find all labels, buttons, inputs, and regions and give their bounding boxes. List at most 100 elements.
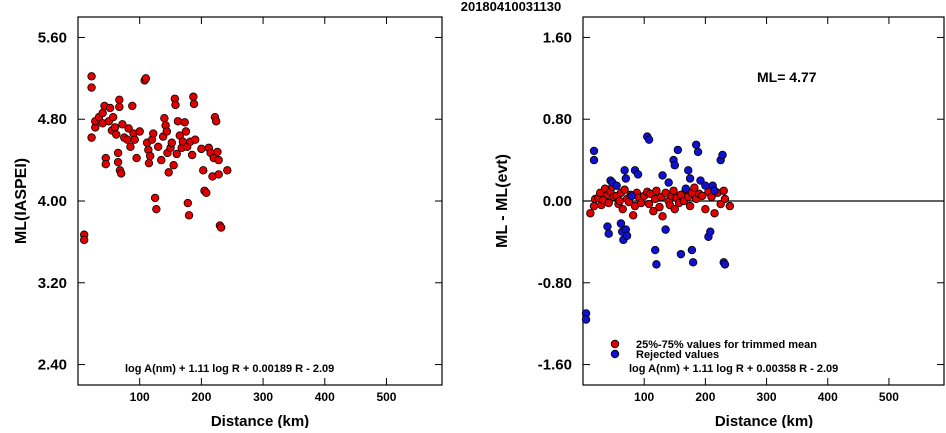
data-point — [105, 103, 115, 113]
right-ytick-label: -0.80 — [538, 275, 572, 292]
data-point — [113, 157, 123, 167]
left-ytick-labels: 2.40 3.20 4.00 4.80 5.60 — [38, 29, 67, 373]
trimmed-mean-point — [620, 185, 629, 194]
rejected-point — [706, 227, 715, 236]
data-point — [154, 142, 163, 152]
legend-rejected-label: Rejected values — [636, 349, 719, 361]
data-point — [169, 161, 178, 170]
data-point — [214, 155, 223, 165]
left-ylabel: ML(IASPEI) — [13, 158, 30, 244]
rejected-point — [688, 258, 698, 267]
right-chart: -1.60 -0.80 0.00 0.80 1.60 100 200 300 400 500 M… — [494, 16, 945, 430]
ml-annotation: ML= 4.77 — [757, 69, 817, 85]
data-point — [157, 155, 166, 165]
left-xtick-label: 200 — [191, 390, 211, 404]
data-point — [108, 112, 118, 122]
right-xtick-label: 500 — [879, 390, 899, 404]
trimmed-mean-point — [719, 186, 728, 195]
data-point — [213, 147, 222, 157]
trimmed-mean-point — [669, 186, 678, 195]
data-point — [130, 135, 139, 144]
rejected-point — [684, 166, 693, 175]
data-point — [126, 142, 135, 152]
left-xtick-labels: 100 200 300 400 500 — [130, 390, 397, 404]
left-chart: 2.40 3.20 4.00 4.80 5.60 100 200 300 400 500 ML(… — [13, 16, 443, 430]
trimmed-mean-point — [615, 196, 624, 206]
data-point — [202, 188, 211, 198]
data-point — [144, 158, 154, 168]
data-point — [115, 102, 124, 112]
rejected-point — [627, 191, 637, 201]
data-point — [167, 138, 176, 147]
rejected-point — [685, 174, 695, 183]
rejected-point — [718, 150, 727, 160]
data-point — [132, 153, 141, 163]
figure-title: 20180410031130 — [461, 0, 562, 14]
right-xtick-label: 400 — [818, 390, 838, 404]
rejected-point — [612, 181, 621, 190]
data-point — [141, 74, 151, 83]
data-point — [191, 135, 200, 144]
rejected-point — [581, 315, 591, 324]
rejected-point — [710, 186, 719, 195]
trimmed-mean-point — [644, 199, 654, 209]
rejected-point — [673, 145, 683, 155]
data-point — [184, 211, 194, 220]
data-point — [128, 101, 137, 111]
rejected-point — [604, 229, 613, 238]
trimmed-mean-point — [604, 198, 613, 208]
rejected-point — [644, 135, 654, 144]
trimmed-mean-point — [710, 209, 719, 218]
right-marks — [581, 132, 735, 324]
data-point — [87, 83, 96, 92]
data-point — [189, 99, 199, 109]
trimmed-mean-point — [725, 201, 735, 211]
right-xtick-label: 200 — [695, 390, 715, 404]
data-point — [181, 127, 191, 136]
right-ytick-label: 0.80 — [543, 111, 572, 128]
data-point — [187, 150, 197, 160]
legend-kept-label: 25%-75% values for trimmed mean — [636, 339, 817, 351]
rejected-point — [621, 174, 631, 183]
trimmed-mean-point — [649, 207, 658, 216]
data-point — [101, 159, 110, 169]
left-xtick-label: 300 — [253, 390, 273, 404]
data-point — [149, 129, 158, 138]
left-plot-frame — [77, 16, 443, 386]
data-point — [98, 108, 107, 118]
data-point — [183, 198, 193, 208]
data-point — [189, 92, 198, 101]
rejected-point — [661, 225, 670, 234]
data-point — [171, 100, 180, 110]
left-ytick-label: 4.80 — [38, 111, 67, 128]
left-ticks — [78, 17, 442, 385]
data-point — [214, 170, 223, 179]
trimmed-mean-point — [589, 201, 599, 211]
trimmed-mean-point — [618, 204, 627, 214]
data-point — [150, 193, 160, 203]
trimmed-mean-point — [670, 204, 679, 214]
left-ytick-label: 5.60 — [38, 29, 67, 46]
right-formula: log A(nm) + 1.11 log R + 0.00358 R - 2.0… — [629, 363, 838, 375]
right-ytick-label: 1.60 — [543, 29, 572, 46]
right-ticks — [583, 17, 944, 385]
rejected-point — [670, 161, 679, 170]
left-marks — [79, 72, 232, 245]
rejected-point — [622, 231, 632, 240]
right-xtick-labels: 100 200 300 400 500 — [634, 390, 899, 404]
trimmed-mean-point — [655, 202, 664, 212]
trimmed-mean-point — [720, 194, 730, 204]
rejected-point — [620, 166, 629, 175]
data-point — [216, 223, 226, 232]
data-point — [197, 144, 206, 154]
right-ytick-labels: -1.60 -0.80 0.00 0.80 1.60 — [538, 29, 572, 373]
rejected-point — [701, 181, 710, 190]
left-ytick-label: 3.20 — [38, 275, 67, 292]
trimmed-mean-point — [652, 186, 661, 195]
rejected-point — [687, 245, 697, 255]
trimmed-mean-point — [698, 191, 707, 201]
data-point — [113, 148, 123, 158]
trimmed-mean-point — [636, 198, 646, 208]
